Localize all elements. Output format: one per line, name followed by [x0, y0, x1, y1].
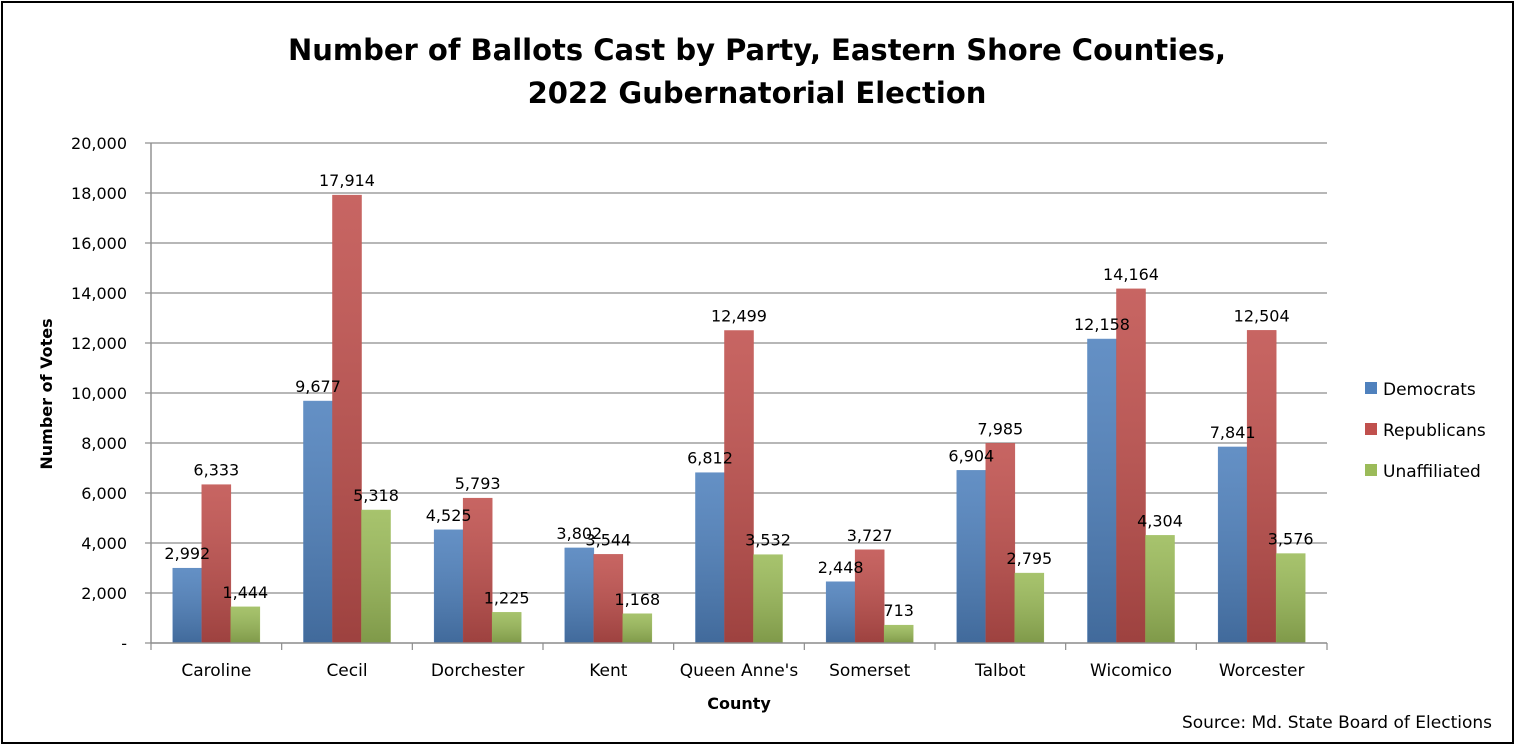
x-axis-title: County [707, 694, 771, 713]
y-tick-label: 16,000 [71, 234, 127, 253]
y-tick-label: 10,000 [71, 384, 127, 403]
bar-shading [753, 554, 783, 643]
bar-shading [463, 498, 493, 643]
axes [145, 142, 1328, 650]
data-label-unaffiliated-worcester: 3,576 [1268, 530, 1314, 549]
bar-shading [172, 568, 202, 643]
y-tick-label: 4,000 [81, 534, 127, 553]
bars [172, 194, 1306, 644]
data-label-unaffiliated-kent: 1,168 [614, 590, 660, 609]
bar-shading [1276, 553, 1306, 643]
bar-shading [956, 470, 986, 643]
data-label-democrats-kent: 3,802 [556, 524, 602, 543]
legend-swatch-unaffiliated [1365, 464, 1377, 476]
legend-swatch-democrats [1365, 382, 1377, 394]
y-tick-label: 18,000 [71, 184, 127, 203]
data-label-unaffiliated-wicomico: 4,304 [1137, 511, 1183, 530]
legend-label-republicans: Republicans [1383, 421, 1486, 441]
chart-title-line-1: Number of Ballots Cast by Party, Eastern… [288, 33, 1226, 67]
data-label-republicans-wicomico: 14,164 [1103, 265, 1159, 284]
bar-shading [826, 581, 856, 643]
bar-shading [1247, 330, 1277, 643]
data-label-republicans-talbot: 7,985 [977, 419, 1023, 438]
bar-shading [884, 625, 914, 643]
bar-shading [201, 484, 231, 643]
data-label-republicans-kent: 3,544 [585, 530, 631, 549]
data-label-democrats-cecil: 9,677 [295, 377, 341, 396]
bar-shading [593, 554, 623, 643]
bar-shading [985, 443, 1015, 643]
data-label-unaffiliated-talbot: 2,795 [1006, 549, 1052, 568]
legend-label-unaffiliated: Unaffiliated [1383, 462, 1481, 482]
data-label-democrats-wicomico: 12,158 [1074, 315, 1130, 334]
x-category-label-caroline: Caroline [181, 661, 251, 681]
y-axis-title: Number of Votes [37, 318, 56, 469]
y-tick-label: 14,000 [71, 284, 127, 303]
data-label-republicans-cecil: 17,914 [319, 171, 375, 190]
data-label-republicans-queen-anne-s: 12,499 [711, 307, 767, 326]
bar-shading [622, 613, 652, 643]
bar-shading [303, 401, 333, 643]
chart-title: Number of Ballots Cast by Party, Eastern… [288, 33, 1226, 110]
x-category-label-cecil: Cecil [326, 661, 367, 681]
x-category-label-dorchester: Dorchester [431, 661, 525, 681]
data-labels: 2,992 6,333 1,444 9,677 17,914 5,318 4,525 5,79… [164, 171, 1313, 620]
x-category-label-somerset: Somerset [829, 661, 911, 681]
bar-shading [1014, 573, 1044, 643]
x-category-label-kent: Kent [589, 661, 628, 681]
y-tick-labels: - 2,000 4,000 6,000 8,000 10,000 12,000 14,000 1… [71, 134, 127, 653]
bar-shading [332, 195, 362, 643]
chart-title-line-2: 2022 Gubernatorial Election [528, 76, 987, 110]
data-label-democrats-caroline: 2,992 [164, 544, 210, 563]
x-category-label-queen-anne-s: Queen Anne's [680, 661, 799, 681]
bar-shading [361, 510, 391, 643]
x-category-label-worcester: Worcester [1219, 661, 1305, 681]
x-category-labels: Caroline Cecil Dorchester Kent Queen Anne's S… [181, 661, 1304, 681]
legend: Democrats Republicans Unaffiliated [1365, 380, 1486, 482]
bar-shading [492, 612, 522, 643]
bar-shading [1087, 339, 1117, 643]
y-tick-label: - [121, 634, 127, 653]
data-label-unaffiliated-cecil: 5,318 [353, 486, 399, 505]
data-label-republicans-worcester: 12,504 [1234, 306, 1290, 325]
bar-shading [855, 549, 885, 643]
data-label-democrats-worcester: 7,841 [1210, 423, 1256, 442]
bar-shading [230, 606, 260, 643]
bar-shading [564, 547, 594, 643]
y-tick-label: 8,000 [81, 434, 127, 453]
legend-label-democrats: Democrats [1383, 380, 1476, 400]
data-label-democrats-dorchester: 4,525 [426, 506, 472, 525]
data-label-republicans-somerset: 3,727 [847, 526, 893, 545]
y-tick-label: 12,000 [71, 334, 127, 353]
source-note: Source: Md. State Board of Elections [1182, 713, 1492, 733]
bar-shading [1116, 288, 1146, 643]
data-label-republicans-caroline: 6,333 [193, 461, 239, 480]
x-category-label-wicomico: Wicomico [1090, 661, 1172, 681]
y-tick-label: 6,000 [81, 484, 127, 503]
data-label-democrats-queen-anne-s: 6,812 [687, 449, 733, 468]
data-label-democrats-talbot: 6,904 [948, 446, 994, 465]
data-label-unaffiliated-somerset: 713 [883, 601, 914, 620]
bar-shading [724, 330, 754, 643]
data-label-democrats-somerset: 2,448 [818, 558, 864, 577]
x-category-label-talbot: Talbot [974, 661, 1026, 681]
data-label-unaffiliated-caroline: 1,444 [222, 583, 268, 602]
y-tick-label: 2,000 [81, 584, 127, 603]
bar-shading [434, 529, 464, 643]
bar-shading [1145, 535, 1175, 643]
y-tick-label: 20,000 [71, 134, 127, 153]
data-label-unaffiliated-dorchester: 1,225 [484, 588, 530, 607]
data-label-republicans-dorchester: 5,793 [455, 474, 501, 493]
bar-shading [1218, 446, 1248, 643]
bar-shading [695, 472, 725, 643]
data-label-unaffiliated-queen-anne-s: 3,532 [745, 531, 791, 550]
legend-swatch-republicans [1365, 423, 1377, 435]
